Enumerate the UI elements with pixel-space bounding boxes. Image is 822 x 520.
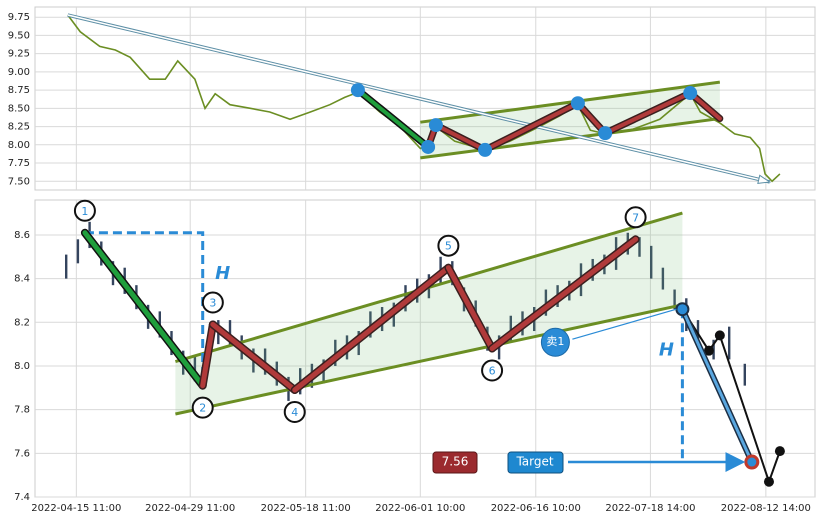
- channel-line: [420, 80, 721, 124]
- range-bar: [728, 326, 731, 360]
- pattern-label: 4: [291, 406, 298, 419]
- y-tick-label: 9.25: [8, 49, 30, 60]
- pattern-segment: [483, 101, 580, 152]
- channel-fill: [420, 82, 720, 158]
- y-tick-label: 8.4: [14, 274, 30, 285]
- x-tick-label: 2022-04-15 11:00: [31, 503, 121, 514]
- price-line: [67, 14, 781, 183]
- pattern-segment: [433, 123, 488, 152]
- pattern-badge: [624, 206, 647, 229]
- y-tick-label: 8.25: [8, 122, 30, 133]
- x-tick-label: 2022-08-12 14:00: [721, 503, 811, 514]
- pattern-label: 5: [445, 240, 452, 253]
- x-tick-label: 2022-07-18 14:00: [605, 503, 695, 514]
- projection-point: [763, 476, 774, 487]
- range-bar: [743, 363, 746, 386]
- pattern-point: [428, 118, 443, 133]
- range-bar: [638, 237, 641, 257]
- pattern-point: [421, 139, 436, 154]
- range-bar: [193, 355, 197, 382]
- pattern-badge: [73, 199, 96, 222]
- channel-fill: [175, 213, 683, 415]
- pattern-segment: [200, 321, 216, 389]
- x-tick-label: 2022-04-29 11:00: [145, 503, 235, 514]
- trend-arrow-head: [757, 174, 772, 184]
- height-label: H: [215, 263, 230, 284]
- pattern-label: 3: [209, 296, 216, 309]
- target-point: [744, 454, 760, 470]
- y-tick-label: 9.00: [8, 67, 30, 78]
- pattern-segment: [82, 230, 206, 389]
- y-tick-label: 8.00: [8, 140, 30, 151]
- x-tick-label: 2022-06-16 10:00: [491, 503, 581, 514]
- y-tick-label: 8.2: [14, 317, 30, 328]
- pattern-segment: [603, 91, 693, 136]
- pattern-badge: [481, 359, 504, 382]
- y-tick-label: 7.8: [14, 405, 30, 416]
- target-value-label: 7.56: [442, 455, 469, 469]
- sell-label: 卖1: [546, 335, 564, 348]
- projection-point: [714, 330, 725, 341]
- pattern-badge: [201, 291, 224, 314]
- y-tick-label: 7.4: [14, 492, 30, 503]
- pattern-label: 6: [489, 365, 496, 378]
- target-name-box: [507, 451, 564, 474]
- y-tick-label: 9.50: [8, 30, 30, 41]
- trend-arrow: [67, 14, 770, 183]
- pattern-segment: [292, 265, 451, 393]
- range-bar: [65, 254, 68, 279]
- range-bar: [509, 315, 512, 342]
- target-name-label: Target: [515, 455, 553, 469]
- channel-line: [175, 303, 683, 416]
- pattern-point: [598, 126, 613, 141]
- pattern-badge: [283, 400, 306, 423]
- pattern-point: [478, 142, 493, 157]
- channel-line: [420, 117, 721, 160]
- pattern-label: 2: [199, 402, 206, 415]
- range-bar: [76, 239, 80, 264]
- x-tick-label: 2022-05-18 11:00: [261, 503, 351, 514]
- height-dash: [84, 231, 205, 386]
- y-tick-label: 7.75: [8, 158, 30, 169]
- pattern-segment: [355, 88, 431, 149]
- y-tick-label: 7.50: [8, 176, 30, 187]
- sell-badge: [540, 327, 570, 357]
- breakout-point: [675, 302, 690, 317]
- range-bar: [369, 311, 372, 338]
- target-value-box: [432, 451, 478, 474]
- height-label: H: [659, 340, 674, 361]
- range-bar: [650, 245, 653, 279]
- pattern-point: [570, 96, 585, 111]
- range-bar: [661, 267, 665, 290]
- y-tick-label: 8.6: [14, 230, 30, 241]
- pattern-segment: [445, 265, 495, 351]
- pattern-segment: [489, 236, 639, 351]
- y-tick-label: 8.75: [8, 85, 30, 96]
- pattern-point: [683, 86, 698, 101]
- pattern-label: 7: [632, 211, 639, 224]
- bottom-panel: [34, 199, 816, 498]
- y-tick-label: 9.75: [8, 12, 30, 23]
- y-tick-label: 8.0: [14, 361, 30, 372]
- pattern-segment: [210, 321, 298, 393]
- pattern-label: 1: [81, 205, 88, 218]
- pattern-badge: [191, 396, 214, 419]
- sell-pointer: [572, 308, 677, 340]
- projection-point: [703, 345, 714, 356]
- range-bar: [696, 320, 700, 342]
- target-path: [681, 308, 754, 463]
- x-tick-label: 2022-06-01 10:00: [375, 503, 465, 514]
- y-tick-label: 7.6: [14, 448, 30, 459]
- y-tick-label: 8.50: [8, 103, 30, 114]
- pattern-point: [350, 83, 365, 98]
- projection-point: [774, 446, 785, 457]
- pattern-badge: [437, 234, 460, 257]
- range-bar: [673, 289, 676, 310]
